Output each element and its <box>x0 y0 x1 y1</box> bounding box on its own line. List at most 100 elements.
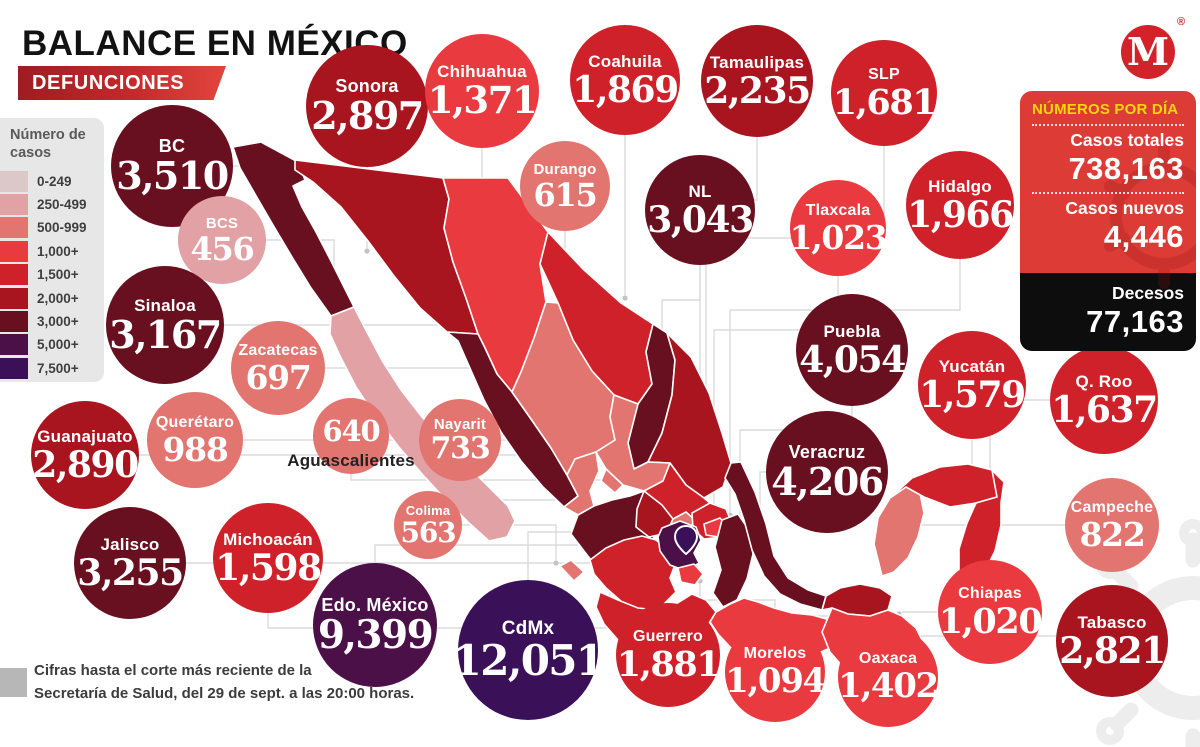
footnote-line2: Secretaría de Salud, del 29 de sept. a l… <box>34 684 415 702</box>
bubble-state-value: 733 <box>430 430 490 466</box>
bubble-state-value: 2,235 <box>704 69 811 112</box>
bubble-edo-m-xico: Edo. México 9,399 <box>313 563 437 687</box>
stat-label-new: Casos nuevos <box>1065 197 1184 218</box>
legend-rows: 0-249 250-499 500-999 1,000+ 1,500+ 2,00… <box>0 169 104 380</box>
bubble-state-value: 1,094 <box>725 661 826 702</box>
bubble-puebla: Puebla 4,054 <box>796 294 908 406</box>
bubble-state-value: 1,579 <box>919 373 1026 416</box>
bubble-state-value: 988 <box>162 429 229 469</box>
bubble-state-name: Guerrero <box>632 627 704 645</box>
bubble-state-name: BCS <box>205 214 239 232</box>
bubble-quer-taro: Querétaro 988 <box>147 392 243 488</box>
bubble-colima: Colima 563 <box>394 491 462 559</box>
bubble-state-name: Veracruz <box>788 442 866 463</box>
bubble-state-value: 640 <box>322 414 380 449</box>
registered-mark: ® <box>1177 16 1186 28</box>
bubble-state-value: 2,821 <box>1059 629 1166 672</box>
legend-swatch <box>0 240 28 262</box>
bubble-state-value: 4,206 <box>771 459 884 505</box>
bubble-state-value: 1,023 <box>789 217 888 257</box>
bubble-jalisco: Jalisco 3,255 <box>74 507 186 619</box>
legend-swatch <box>0 310 28 332</box>
bubble-state-name: NL <box>688 181 712 201</box>
bubble-sonora: Sonora 2,897 <box>306 45 428 167</box>
bubble-state-value: 2,897 <box>311 93 424 139</box>
bubble-state-value: 1,020 <box>938 600 1043 642</box>
bubble-state-value: 1,681 <box>832 81 937 123</box>
bubble-state-value: 1,869 <box>572 68 679 111</box>
bubble-state-value: 1,966 <box>907 193 1014 236</box>
map-state-colima <box>559 559 585 582</box>
stat-label-total: Casos totales <box>1070 130 1184 150</box>
bubble-state-name: Tlaxcala <box>805 201 871 219</box>
legend-item: 500-999 <box>0 216 104 239</box>
bubble-state-name: Chiapas <box>958 584 1022 602</box>
map-state-aguascalientes <box>600 468 624 494</box>
bubble-nayarit: Nayarit 733 <box>419 399 501 481</box>
bubble-state-name: Querétaro <box>155 413 235 431</box>
bubble-slp: SLP 1,681 <box>831 40 937 146</box>
legend-item: 2,000+ <box>0 286 104 309</box>
bubble-state-name: Colima <box>405 502 451 518</box>
bubble-state-name: Coahuila <box>588 51 662 71</box>
bubble-state-value: 12,051 <box>452 636 605 686</box>
legend-title: Número de casos <box>10 127 86 161</box>
legend-label: 500-999 <box>37 220 87 236</box>
bubble-veracruz: Veracruz 4,206 <box>766 411 888 533</box>
bubble-state-name: Zacatecas <box>238 341 318 359</box>
map-state-guanajuato <box>635 490 674 538</box>
map-state-cdmx-pin <box>674 525 698 555</box>
bubble-yucat-n: Yucatán 1,579 <box>918 331 1026 439</box>
bubble-chihuahua: Chihuahua 1,371 <box>425 34 539 148</box>
bubble-michoac-n: Michoacán 1,598 <box>213 503 323 613</box>
legend-label: 250-499 <box>37 196 87 212</box>
legend-label: 3,000+ <box>37 313 79 329</box>
bubble-state-name: Guanajuato <box>37 426 133 446</box>
bubble-state-value: 822 <box>1079 514 1146 554</box>
bubble-state-name: Campeche <box>1070 498 1154 516</box>
bubble-hidalgo: Hidalgo 1,966 <box>906 151 1014 259</box>
panel-cases-section: NÚMEROS POR DÍA Casos totales 738,163 Ca… <box>1020 91 1196 289</box>
bubble-state-name: Aguascalientes <box>287 451 415 470</box>
bubble-oaxaca: Oaxaca 1,402 <box>838 627 939 727</box>
bubble-chiapas: Chiapas 1,020 <box>938 560 1043 664</box>
legend-swatch <box>0 287 28 309</box>
legend-swatch <box>0 334 28 356</box>
bubble-state-value: 456 <box>190 229 255 268</box>
bubble-state-name: Oaxaca <box>858 650 918 668</box>
bubble-state-name: Morelos <box>743 645 807 663</box>
bubble-state-name: Edo. México <box>321 594 429 615</box>
legend-swatch <box>0 193 28 215</box>
bubble-state-name: Hidalgo <box>928 176 992 196</box>
footnote: Cifras hasta el corte más reciente de la… <box>0 660 414 705</box>
deaths-label: Decesos <box>1112 283 1184 304</box>
bubble-state-value: 1,881 <box>616 643 721 685</box>
legend-panel: Número de casos 0-249 250-499 500-999 1,… <box>0 118 104 382</box>
legend-item: 7,500+ <box>0 357 104 380</box>
bubble-state-value: 1,402 <box>838 666 939 707</box>
bubble-tamaulipas: Tamaulipas 2,235 <box>701 25 813 137</box>
bubble-state-value: 1,371 <box>427 78 538 123</box>
legend-label: 1,000+ <box>37 243 79 259</box>
legend-label: 5,000+ <box>37 337 79 353</box>
bubble-state-name: Chihuahua <box>437 62 527 82</box>
bubble-zacatecas: Zacatecas 697 <box>231 321 325 415</box>
bubble-tlaxcala: Tlaxcala 1,023 <box>789 180 888 276</box>
title-banner: DEFUNCIONES <box>18 66 226 100</box>
footnote-text: Cifras hasta el corte más reciente de la… <box>34 660 414 705</box>
map-state-morelos <box>677 563 704 586</box>
legend-label: 1,500+ <box>37 267 79 283</box>
bubble-state-name: Q. Roo <box>1075 371 1133 391</box>
bubble-state-name: Sinaloa <box>134 295 196 315</box>
bubble-state-value: 615 <box>533 175 598 214</box>
legend-item: 0-249 <box>0 169 104 192</box>
bubble-state-name: CdMx <box>501 618 555 640</box>
legend-swatch <box>0 217 28 239</box>
bubble-guerrero: Guerrero 1,881 <box>616 603 721 707</box>
legend-item: 1,000+ <box>0 240 104 263</box>
bubble-state-name: SLP <box>868 65 900 83</box>
deaths-value: 77,163 <box>1086 304 1184 340</box>
logo-letter: M <box>1126 29 1170 74</box>
